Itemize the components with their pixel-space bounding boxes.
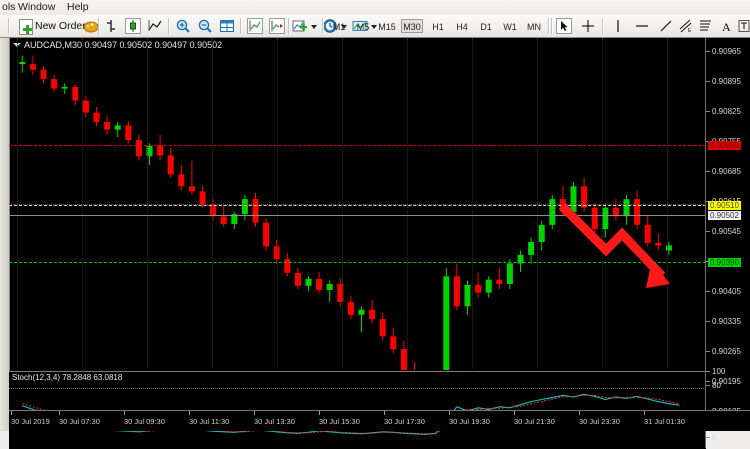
- equidistant-channel-icon[interactable]: E: [678, 18, 694, 34]
- price-tick: 0.90545: [706, 227, 741, 236]
- timeframe-d1[interactable]: D1: [480, 22, 492, 32]
- chart-left-scrollbar[interactable]: [0, 38, 10, 431]
- stochastic-label: Stoch(12,3,4) 78.2848 63.0818: [12, 373, 123, 382]
- price-tick: 0.90685: [706, 167, 741, 176]
- time-tick: 30 Jul 07:30: [59, 411, 100, 426]
- text-label-icon[interactable]: A: [718, 18, 734, 34]
- toolbar-separator: [322, 18, 324, 34]
- crosshair-icon[interactable]: [580, 18, 596, 34]
- time-tick: 30 Jul 09:30: [124, 411, 165, 426]
- time-tick: 30 Jul 2019: [11, 411, 50, 426]
- templates-dropdown-caret-icon[interactable]: [370, 18, 378, 34]
- templates-icon[interactable]: [352, 18, 368, 34]
- toolbar-separator: [288, 18, 290, 34]
- toolbar-separator: [240, 18, 242, 34]
- chart-title: AUDCAD,M30 0.90497 0.90502 0.90497 0.905…: [24, 40, 223, 50]
- horizontal-line-icon[interactable]: [634, 18, 650, 34]
- time-tick: 31 Jul 01:30: [644, 411, 685, 426]
- time-tick: 30 Jul 21:30: [514, 411, 555, 426]
- price-tick: 0.90895: [706, 77, 741, 86]
- zoom-out-icon[interactable]: [197, 18, 213, 34]
- entry-line[interactable]: [9, 205, 706, 206]
- time-tick: 30 Jul 15:30: [319, 411, 360, 426]
- time-tick: 30 Jul 17:30: [384, 411, 425, 426]
- price-tick: 0.90335: [706, 317, 741, 326]
- time-tick: 30 Jul 13:30: [254, 411, 295, 426]
- new-order-label: New Order: [35, 20, 86, 32]
- indicators-dropdown-caret-icon[interactable]: [310, 18, 318, 34]
- zoom-in-icon[interactable]: [175, 18, 191, 34]
- resistance-price-badge[interactable]: 0.90650: [708, 141, 741, 150]
- indicators-icon[interactable]: [292, 18, 308, 34]
- time-tick: 30 Jul 11:30: [189, 411, 230, 426]
- price-tick: 0.90195: [706, 377, 741, 386]
- time-scale[interactable]: 30 Jul 2019 30 Jul 07:30 30 Jul 09:30 30…: [9, 410, 750, 431]
- time-tick: 30 Jul 19:30: [449, 411, 490, 426]
- menu-bar: ols Window Help: [0, 0, 750, 16]
- timeframe-h4[interactable]: H4: [456, 22, 468, 32]
- toolbar-separator: [548, 18, 550, 34]
- entry-price-badge[interactable]: 0.90510: [708, 201, 741, 210]
- bar-chart-icon[interactable]: [103, 18, 119, 34]
- timeframe-mn[interactable]: MN: [527, 22, 541, 32]
- palette-icon[interactable]: [83, 18, 99, 34]
- toolbar-separator: [168, 18, 170, 34]
- periods-icon[interactable]: [322, 18, 338, 34]
- timeframe-m15[interactable]: M15: [378, 22, 396, 32]
- toolbar-separator: [551, 18, 553, 34]
- periods-dropdown-caret-icon[interactable]: [340, 18, 348, 34]
- toolbar-separator: [602, 18, 604, 34]
- tile-windows-icon[interactable]: [219, 18, 235, 34]
- support-price-badge[interactable]: 0.90390: [708, 258, 741, 267]
- price-tick: 0.90825: [706, 107, 741, 116]
- candlestick-series: [19, 55, 672, 370]
- svg-text:A: A: [722, 20, 731, 34]
- timeframe-w1[interactable]: W1: [503, 22, 517, 32]
- fibonacci-retracement-icon[interactable]: [698, 18, 714, 34]
- text-box-icon[interactable]: [736, 18, 750, 34]
- svg-text:E: E: [688, 28, 692, 34]
- price-scale[interactable]: 0.90965 0.90895 0.90825 0.90755 0.90685 …: [705, 38, 750, 431]
- stoch-tick-0: 0: [705, 433, 717, 442]
- toolbar-separator: [98, 18, 100, 34]
- current-price-badge: 0.90502: [708, 211, 741, 220]
- timeframe-h1[interactable]: H1: [432, 22, 444, 32]
- resistance-line[interactable]: [9, 145, 706, 146]
- menu-item-help[interactable]: Help: [67, 1, 89, 13]
- support-line[interactable]: [9, 262, 706, 263]
- chart-shift-icon[interactable]: [269, 18, 285, 34]
- vertical-line-icon[interactable]: [610, 18, 626, 34]
- indicator-dot-line: [9, 204, 706, 205]
- new-order-button[interactable]: New Order: [18, 17, 90, 35]
- timeframe-m5[interactable]: M5: [356, 22, 370, 32]
- current-price-line: [9, 215, 706, 216]
- new-order-doc-icon: [19, 19, 33, 35]
- toolbar-separator: [8, 18, 10, 34]
- stoch-tick-100: 100: [705, 367, 726, 376]
- stochastic-level-80: [9, 388, 706, 389]
- price-tick: 0.90265: [706, 347, 741, 356]
- timeframe-m1[interactable]: M1: [332, 22, 346, 32]
- stoch-tick-80: 80: [706, 381, 721, 390]
- timeframe-m30[interactable]: M30: [401, 19, 423, 33]
- cursor-arrow-icon[interactable]: [556, 18, 572, 34]
- menu-item-window[interactable]: Window: [18, 1, 56, 13]
- price-tick: 0.90405: [706, 287, 741, 296]
- trendline-icon[interactable]: [658, 18, 674, 34]
- price-plot[interactable]: [9, 38, 706, 370]
- time-tick: 30 Jul 23:30: [579, 411, 620, 426]
- price-tick: 0.90965: [706, 47, 741, 56]
- main-toolbar: New Order: [0, 15, 750, 38]
- chart-window: AUDCAD,M30 0.90497 0.90502 0.90497 0.905…: [0, 37, 750, 449]
- down-arrow-annotation[interactable]: [554, 198, 706, 308]
- menu-item-tools[interactable]: ols: [2, 1, 16, 13]
- line-chart-icon[interactable]: [147, 18, 163, 34]
- candlestick-chart-icon[interactable]: [125, 18, 141, 34]
- auto-scroll-icon[interactable]: [247, 18, 263, 34]
